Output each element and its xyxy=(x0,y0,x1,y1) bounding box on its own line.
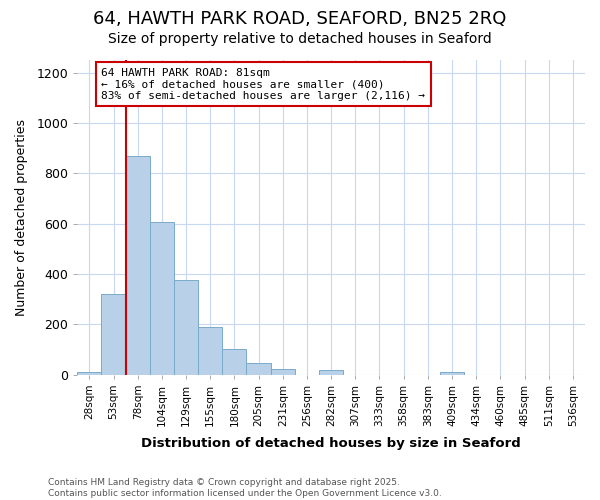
Bar xyxy=(440,372,464,374)
Bar xyxy=(198,327,223,374)
Bar xyxy=(77,372,101,374)
Text: 64, HAWTH PARK ROAD, SEAFORD, BN25 2RQ: 64, HAWTH PARK ROAD, SEAFORD, BN25 2RQ xyxy=(94,10,506,28)
Text: Contains HM Land Registry data © Crown copyright and database right 2025.
Contai: Contains HM Land Registry data © Crown c… xyxy=(48,478,442,498)
Bar xyxy=(174,280,198,374)
Bar xyxy=(223,349,247,374)
Bar xyxy=(319,370,343,374)
Y-axis label: Number of detached properties: Number of detached properties xyxy=(15,119,28,316)
X-axis label: Distribution of detached houses by size in Seaford: Distribution of detached houses by size … xyxy=(141,437,521,450)
Bar xyxy=(150,222,174,374)
Text: Size of property relative to detached houses in Seaford: Size of property relative to detached ho… xyxy=(108,32,492,46)
Bar xyxy=(247,364,271,374)
Text: 64 HAWTH PARK ROAD: 81sqm
← 16% of detached houses are smaller (400)
83% of semi: 64 HAWTH PARK ROAD: 81sqm ← 16% of detac… xyxy=(101,68,425,101)
Bar xyxy=(101,294,125,374)
Bar xyxy=(271,369,295,374)
Bar xyxy=(125,156,150,374)
